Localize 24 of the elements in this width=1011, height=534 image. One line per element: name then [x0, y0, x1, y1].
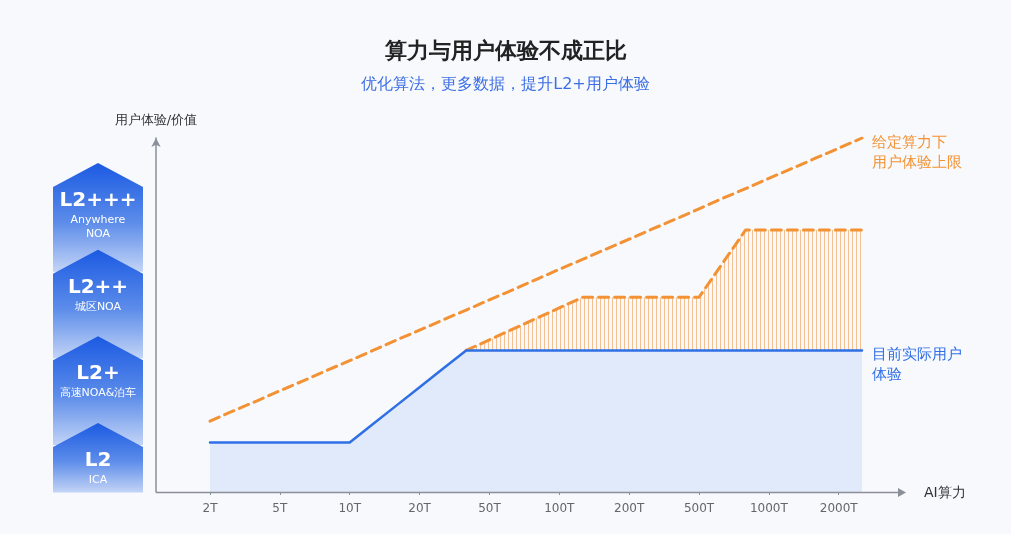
x-tick-label: 100T [544, 501, 576, 515]
x-tick-label: 20T [408, 501, 432, 515]
x-tick-label: 2000T [819, 501, 859, 515]
series-label: 给定算力下用户体验上限 [872, 133, 962, 171]
x-tick-label: 200T [614, 501, 645, 515]
text: 高速NOA&泊车 [59, 386, 137, 400]
x-tick-label: 5T [272, 501, 289, 515]
x-tick-label: 1000T [749, 501, 789, 515]
text: L2+ [76, 360, 120, 385]
text: L2+++ [59, 187, 137, 211]
text: Anywhere NOA [70, 213, 126, 240]
text: L2++ [67, 273, 129, 298]
series-label: 目前实际用户体验 [872, 345, 962, 384]
text: L2 [84, 447, 112, 471]
x-tick-label: 50T [478, 501, 502, 515]
x-tick-label: 500T [683, 501, 715, 515]
x-axis-title: AI算力 [924, 484, 966, 500]
chart-subtitle: 优化算法，更多数据，提升L2+用户体验 [361, 73, 650, 93]
text: ICA [88, 473, 108, 486]
x-tick-label: 2T [202, 501, 219, 515]
text: 城区NOA [73, 299, 122, 313]
chart-title: 算力与用户体验不成正比 [383, 37, 627, 63]
x-tick-label: 10T [338, 501, 362, 515]
y-axis-title: 用户体验/价值 [114, 112, 198, 127]
